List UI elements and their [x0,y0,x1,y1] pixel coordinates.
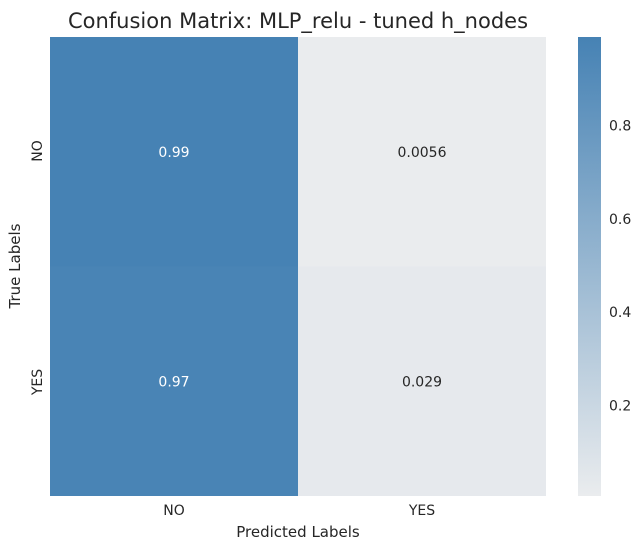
chart-title: Confusion Matrix: MLP_relu - tuned h_nod… [68,9,528,34]
colorbar-tick-label: 0.2 [609,398,631,414]
cell-annotation-no-no: 0.99 [158,145,189,161]
x-axis-label: Predicted Labels [236,523,360,541]
x-tick-label-yes: YES [408,503,435,519]
colorbar-tick-label: 0.8 [609,119,631,135]
cell-annotation-no-yes: 0.0056 [398,145,447,161]
cell-annotation-yes-yes: 0.029 [402,374,442,390]
heatmap-cell-yes-no [50,266,298,496]
colorbar-tick-label: 0.6 [609,212,631,228]
x-tick-label-no: NO [163,503,185,519]
heatmap-cells [50,37,546,496]
y-axis-label: True Labels [6,223,24,309]
colorbar-tick-label: 0.4 [609,305,631,321]
cell-annotations: 0.99 0.0056 0.97 0.029 [158,145,446,391]
colorbar-ticks: 0.2 0.4 0.6 0.8 [609,119,631,415]
y-tick-label-yes: YES [30,369,46,396]
colorbar [578,37,601,496]
heatmap-cell-no-no [50,37,298,267]
heatmap-cell-no-yes [298,37,546,267]
cell-annotation-yes-no: 0.97 [158,374,189,390]
y-tick-label-no: NO [30,140,46,162]
heatmap-cell-yes-yes [298,266,546,496]
